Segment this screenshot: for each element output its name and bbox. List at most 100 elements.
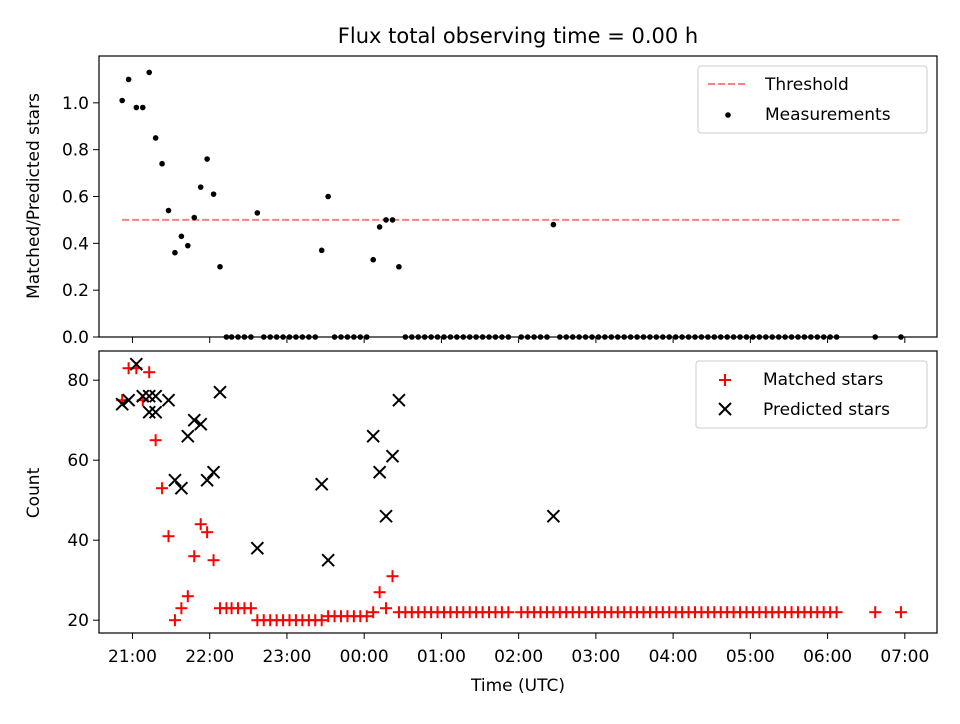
measurement-point [210, 191, 217, 197]
predicted-star-point [200, 473, 214, 487]
measurement-point [267, 334, 274, 340]
predicted-star-point [136, 389, 150, 403]
matched-star-point [162, 530, 175, 543]
x-tick-label: 07:00 [880, 647, 929, 667]
matched-star-point [830, 606, 843, 619]
measurement-point [743, 334, 750, 340]
measurement-point [660, 334, 666, 340]
matched-star-point [175, 602, 188, 615]
measurement-point [595, 334, 602, 340]
measurement-point [165, 207, 172, 214]
measurement-point [125, 76, 132, 83]
measurement-point [634, 334, 640, 340]
predicted-star-point [366, 429, 380, 443]
measurement-point [730, 334, 737, 340]
measurement-point [441, 334, 447, 340]
matched-star-point [244, 602, 257, 615]
predicted-star-point [213, 385, 227, 399]
measurement-point [402, 334, 409, 340]
measurement-point [376, 224, 383, 230]
measurement-point [409, 334, 415, 340]
measurement-point [724, 334, 730, 340]
measurement-point [795, 334, 801, 340]
x-tick-label: 05:00 [726, 647, 775, 667]
x-tick-label: 22:00 [185, 647, 234, 667]
measurement-point [228, 334, 235, 340]
measurement-point [286, 334, 293, 340]
predicted-star-point [168, 473, 182, 487]
measurement-point [640, 334, 647, 340]
measurement-point [363, 334, 370, 340]
measurement-point [389, 217, 396, 223]
measurement-point [280, 334, 286, 340]
ratio-y-tick-label: 0.8 [62, 141, 89, 161]
ratio-legend-box [697, 65, 928, 134]
measurement-point [146, 69, 153, 76]
matched-star-point [194, 518, 207, 531]
measurement-point [499, 334, 505, 340]
ratio-panel: 0.0 0.2 0.4 0.6 0.8 1.0 Matched/Predicted sta… [24, 55, 938, 348]
x-tick-label: 00:00 [340, 647, 389, 667]
measurement-point [172, 249, 178, 256]
measurement-point [666, 334, 673, 340]
legend-measurements-swatch [725, 112, 731, 118]
measurement-point [473, 334, 479, 340]
measurement-point [159, 160, 165, 167]
predicted-star-point [142, 389, 156, 403]
measurement-point [133, 104, 140, 111]
measurement-point [608, 334, 615, 340]
matched-star-point [373, 586, 386, 599]
predicted-star-point [115, 397, 129, 411]
measurement-point [248, 334, 254, 340]
predicted-star-point [193, 417, 208, 431]
measurement-point [820, 334, 827, 340]
x-tick-label: 06:00 [803, 647, 852, 667]
ratio-y-axis: 0.0 0.2 0.4 0.6 0.8 1.0 [62, 94, 99, 348]
count-legend: Matched stars Predicted stars [695, 360, 928, 429]
matched-star-point [367, 606, 380, 619]
x-tick-label: 23:00 [262, 647, 311, 667]
measurement-point [814, 334, 821, 340]
measurement-point [357, 334, 364, 340]
x-tick-label: 04:00 [649, 647, 698, 667]
matched-star-point [201, 526, 214, 539]
count-legend-box [695, 360, 928, 429]
predicted-star-point [181, 429, 195, 443]
measurement-point [185, 242, 191, 249]
x-tick-label: 21:00 [108, 647, 157, 667]
measurement-point [602, 334, 608, 340]
measurement-point [653, 334, 660, 340]
x-tick-label: 03:00 [571, 647, 620, 667]
ratio-legend: Threshold Measurements [697, 65, 928, 134]
measurement-point [589, 334, 595, 340]
measurement-point [557, 334, 563, 340]
measurement-point [808, 334, 814, 340]
x-tick-label: 02:00 [494, 647, 543, 667]
measurement-point [351, 334, 357, 340]
measurement-point [627, 334, 634, 340]
predicted-star-point [321, 553, 335, 567]
measurement-point [692, 334, 698, 340]
measurement-point [769, 334, 776, 340]
measurement-point [582, 334, 589, 340]
matched-star-point [360, 610, 373, 623]
legend-threshold-label: Threshold [764, 75, 849, 95]
matched-star-point [168, 614, 181, 627]
measurement-point [254, 210, 261, 216]
measurement-point [762, 334, 769, 340]
measurement-point [756, 334, 763, 340]
measurement-point [325, 193, 331, 200]
measurement-point [370, 256, 376, 263]
matched-star-point [188, 550, 201, 563]
measurement-point [801, 334, 808, 340]
matched-star-point [894, 606, 907, 619]
x-axis-label: Time (UTC) [470, 676, 565, 696]
measurement-point [331, 334, 338, 340]
count-x-axis: 21:00 22:00 23:00 00:00 01:00 02:00 03:00 04:00… [108, 633, 929, 667]
measurement-point [260, 334, 267, 340]
measurement-point [454, 334, 460, 340]
measurement-point [685, 334, 692, 340]
measurement-point [434, 334, 441, 340]
ratio-y-axis-label: Matched/Predicted stars [24, 93, 44, 299]
measurement-point [178, 233, 185, 240]
